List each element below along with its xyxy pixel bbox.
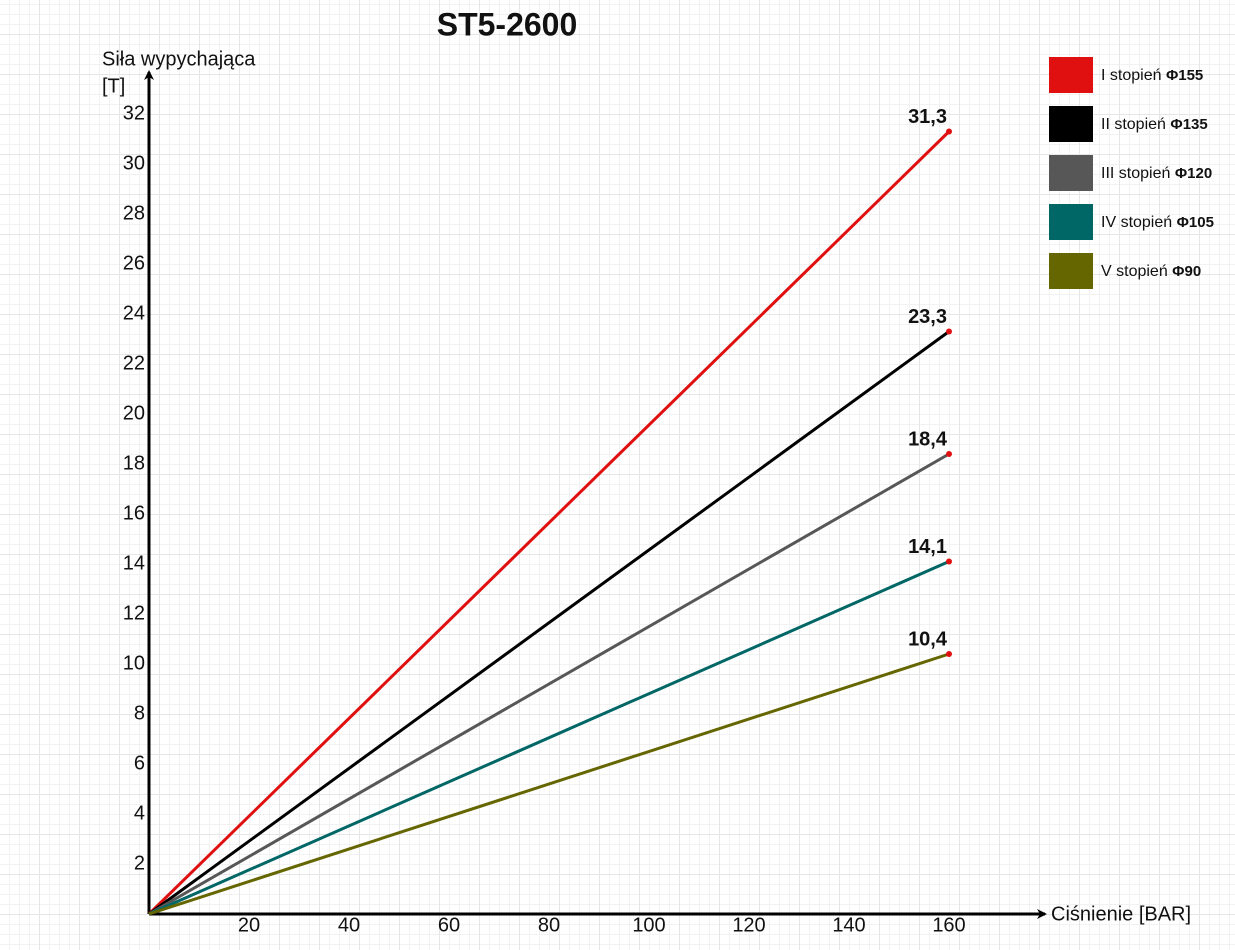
point-marker	[946, 328, 952, 335]
legend-label: V stopień Φ90	[1101, 263, 1201, 280]
y-tick-label: 24	[123, 302, 145, 324]
y-tick-label: 30	[123, 152, 145, 174]
chart-title: ST5-2600	[437, 6, 578, 42]
series-line	[148, 452, 950, 916]
data-label: 18,4	[908, 428, 948, 450]
legend-swatch	[1049, 253, 1093, 289]
point-marker	[946, 651, 952, 657]
point-marker	[946, 451, 952, 457]
legend-swatch	[1049, 57, 1093, 93]
y-tick-label: 28	[123, 202, 145, 224]
legend-label: III stopień Φ120	[1101, 165, 1212, 182]
series-line	[148, 560, 950, 916]
legend-label: II stopień Φ135	[1101, 116, 1208, 133]
x-axis-label: Ciśnienie [BAR]	[1051, 903, 1191, 925]
x-tick-label: 40	[338, 914, 360, 936]
y-tick-label: 32	[123, 102, 145, 124]
x-tick-label: 60	[438, 914, 460, 936]
series-line	[147, 130, 951, 916]
x-tick-label: 20	[238, 914, 260, 936]
series-line	[148, 652, 950, 916]
y-tick-label: 22	[123, 352, 145, 374]
point-marker	[946, 128, 952, 135]
y-tick-label: 16	[123, 502, 145, 524]
legend-label: IV stopień Φ105	[1101, 214, 1214, 231]
point-marker	[946, 558, 952, 565]
y-tick-label: 20	[123, 402, 145, 424]
x-tick-label: 120	[732, 914, 765, 936]
y-axis-label: [T]	[102, 75, 125, 97]
y-tick-label: 2	[134, 852, 145, 874]
legend-swatch	[1049, 106, 1093, 142]
legend-name: II stopień	[1101, 116, 1166, 133]
y-tick-label: 12	[123, 602, 145, 624]
y-tick-label: 4	[134, 802, 145, 824]
x-tick-label: 140	[832, 914, 865, 936]
legend-diameter: Φ155	[1166, 67, 1203, 84]
x-tick-label: 100	[632, 914, 665, 936]
series-line	[148, 330, 950, 916]
legend-name: IV stopień	[1101, 214, 1172, 231]
y-tick-label: 10	[123, 652, 145, 674]
data-label: 23,3	[908, 306, 947, 328]
legend-name: I stopień	[1101, 67, 1161, 84]
legend-diameter: Φ90	[1172, 263, 1201, 280]
legend-name: III stopień	[1101, 165, 1170, 182]
legend-diameter: Φ105	[1177, 214, 1214, 231]
legend-diameter: Φ135	[1170, 116, 1207, 133]
x-tick-label: 80	[538, 914, 560, 936]
data-label: 14,1	[908, 536, 947, 558]
y-tick-label: 8	[134, 702, 145, 724]
legend-label: I stopień Φ155	[1101, 67, 1203, 84]
legend-swatch	[1049, 204, 1093, 240]
legend-name: V stopień	[1101, 263, 1168, 280]
y-tick-label: 6	[134, 752, 145, 774]
y-tick-label: 14	[123, 552, 145, 574]
y-tick-label: 18	[123, 452, 145, 474]
legend-swatch	[1049, 155, 1093, 191]
y-tick-label: 26	[123, 252, 145, 274]
data-label: 10,4	[908, 628, 948, 650]
legend-diameter: Φ120	[1175, 165, 1212, 182]
data-label: 31,3	[908, 106, 947, 128]
y-axis-label: Siła wypychająca	[102, 48, 256, 70]
x-tick-label: 160	[932, 914, 965, 936]
